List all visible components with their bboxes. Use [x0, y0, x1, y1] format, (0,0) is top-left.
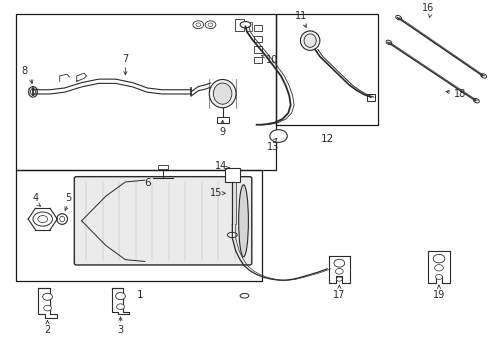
Text: 17: 17: [332, 290, 345, 300]
Circle shape: [116, 304, 124, 310]
Circle shape: [42, 293, 52, 300]
Text: 13: 13: [266, 142, 278, 152]
Ellipse shape: [472, 99, 478, 103]
Bar: [216, 117, 228, 123]
Ellipse shape: [204, 21, 215, 28]
Ellipse shape: [213, 83, 231, 104]
Ellipse shape: [209, 80, 236, 108]
Text: 4: 4: [32, 193, 39, 203]
Bar: [253, 25, 262, 31]
Bar: [276, 14, 377, 125]
Ellipse shape: [304, 34, 316, 47]
Ellipse shape: [480, 74, 486, 78]
Ellipse shape: [240, 22, 250, 28]
Circle shape: [116, 293, 125, 300]
Ellipse shape: [238, 185, 248, 257]
Text: 12: 12: [320, 134, 333, 144]
Circle shape: [38, 216, 47, 222]
Ellipse shape: [227, 232, 237, 238]
Text: 5: 5: [65, 193, 71, 203]
Text: 3: 3: [117, 325, 123, 335]
Bar: [253, 36, 262, 42]
Ellipse shape: [385, 40, 391, 45]
Text: 6: 6: [143, 179, 150, 188]
Ellipse shape: [300, 31, 319, 50]
Ellipse shape: [207, 23, 212, 27]
Text: 18: 18: [453, 89, 465, 99]
Circle shape: [335, 269, 343, 274]
Text: 2: 2: [44, 325, 51, 335]
FancyBboxPatch shape: [74, 177, 251, 265]
Text: 19: 19: [432, 290, 444, 300]
Ellipse shape: [196, 23, 201, 27]
Circle shape: [435, 275, 442, 279]
Bar: [366, 94, 374, 102]
Text: 9: 9: [219, 127, 225, 137]
Circle shape: [33, 212, 52, 226]
Circle shape: [333, 259, 344, 267]
Circle shape: [432, 255, 444, 263]
Bar: [246, 22, 252, 31]
Bar: [253, 46, 262, 53]
Ellipse shape: [30, 88, 35, 95]
Text: 8: 8: [21, 66, 28, 76]
Circle shape: [43, 305, 51, 311]
Bar: [224, 168, 239, 182]
Text: 11: 11: [295, 11, 307, 21]
Bar: [253, 57, 262, 63]
Text: 1: 1: [136, 290, 143, 300]
Ellipse shape: [57, 214, 67, 224]
Ellipse shape: [240, 293, 248, 298]
Ellipse shape: [193, 21, 203, 28]
Ellipse shape: [29, 86, 37, 97]
Bar: [158, 165, 167, 169]
Ellipse shape: [60, 216, 64, 222]
Circle shape: [434, 265, 443, 271]
Text: 10: 10: [266, 55, 278, 65]
Text: 14: 14: [214, 161, 226, 171]
Text: 15: 15: [210, 188, 222, 198]
Ellipse shape: [395, 15, 401, 20]
Bar: [16, 170, 261, 281]
Bar: [16, 14, 276, 170]
Bar: [234, 19, 244, 31]
Circle shape: [269, 130, 287, 142]
Circle shape: [336, 277, 342, 281]
Text: 16: 16: [421, 3, 433, 13]
Text: 7: 7: [122, 54, 128, 64]
